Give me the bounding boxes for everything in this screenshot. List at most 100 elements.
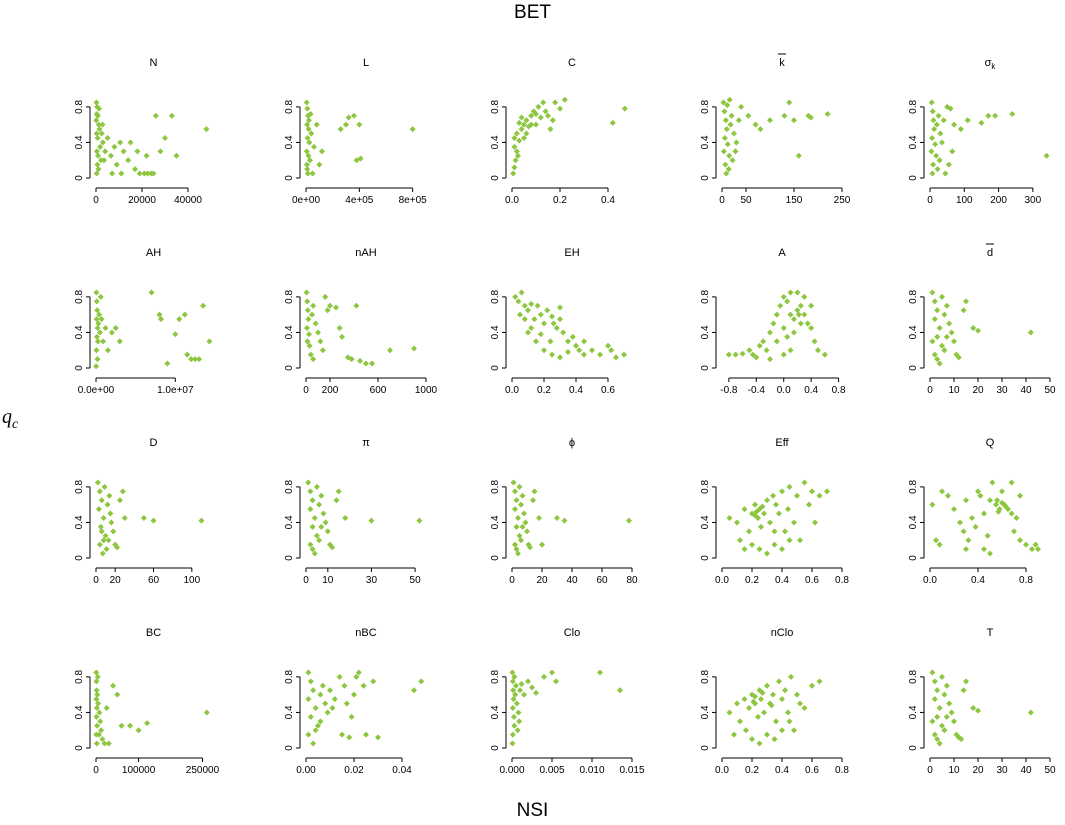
data-point: [134, 148, 141, 155]
data-point: [960, 528, 967, 535]
data-point: [794, 289, 801, 296]
data-point: [518, 681, 525, 687]
data-point: [363, 731, 369, 738]
x-tick-label: 100: [956, 195, 973, 206]
data-point: [941, 347, 948, 354]
data-point: [513, 546, 520, 553]
data-point: [541, 347, 547, 354]
data-point: [304, 298, 311, 305]
data-point: [94, 135, 101, 141]
data-point: [767, 519, 773, 526]
data-point: [752, 121, 759, 128]
data-point: [337, 126, 344, 133]
data-point: [773, 311, 780, 318]
data-point: [761, 510, 767, 517]
data-point: [304, 105, 311, 112]
x-tick-label: 40: [566, 575, 578, 586]
data-point: [306, 342, 313, 349]
data-point: [757, 126, 764, 133]
data-point: [936, 705, 943, 711]
data-point: [797, 700, 803, 707]
data-point: [547, 126, 554, 133]
data-point: [720, 148, 727, 155]
data-point: [304, 170, 311, 177]
data-point: [327, 302, 333, 309]
data-point: [597, 351, 603, 358]
y-tick-label: 0: [284, 745, 295, 751]
data-point: [617, 687, 623, 694]
data-point: [196, 356, 203, 363]
data-point: [106, 492, 113, 499]
y-tick-label: 0: [490, 365, 501, 371]
data-point: [118, 722, 125, 729]
data-point: [626, 517, 632, 524]
y-tick-label: 0.8: [908, 670, 919, 684]
data-point: [311, 515, 318, 521]
data-point: [148, 289, 155, 296]
data-point: [518, 126, 525, 133]
data-point: [807, 114, 814, 121]
data-point: [99, 736, 106, 743]
data-point: [936, 541, 943, 548]
data-point: [759, 503, 766, 510]
x-tick-label: 8e+05: [399, 195, 428, 206]
data-point: [114, 691, 121, 698]
data-point: [94, 307, 101, 314]
data-point: [939, 342, 945, 349]
data-point: [554, 515, 560, 521]
data-point: [773, 718, 779, 725]
data-point: [345, 114, 352, 121]
y-tick-label: 0.8: [284, 290, 295, 304]
y-tick-label: 0.4: [284, 135, 295, 149]
data-point: [746, 347, 753, 354]
y-tick-label: 0.8: [490, 480, 501, 494]
y-tick-label: 0: [74, 175, 85, 181]
data-point: [319, 347, 326, 354]
y-tick-label: 0.8: [490, 100, 501, 114]
data-point: [931, 678, 938, 685]
data-point: [975, 327, 981, 334]
data-point: [537, 331, 544, 338]
data-point: [310, 356, 317, 363]
data-point: [513, 523, 520, 530]
data-point: [797, 537, 803, 544]
data-point: [531, 488, 538, 495]
data-point: [93, 333, 100, 340]
data-point: [934, 307, 941, 314]
x-tick-label: 20000: [128, 195, 156, 206]
data-point: [934, 333, 941, 340]
data-point: [939, 722, 945, 729]
x-tick-label: 0.8: [832, 385, 846, 396]
data-point: [94, 722, 101, 729]
data-point: [339, 731, 345, 738]
data-point: [513, 497, 520, 504]
data-point: [557, 354, 563, 361]
x-tick-label: 100000: [122, 765, 156, 776]
data-point: [521, 691, 527, 698]
data-point: [316, 537, 323, 544]
x-tick-label: 50: [1044, 385, 1056, 396]
data-point: [808, 302, 815, 309]
data-point: [353, 673, 360, 680]
data-point: [934, 356, 941, 363]
data-point: [516, 119, 523, 126]
data-point: [304, 307, 311, 314]
data-point: [752, 501, 758, 508]
data-point: [322, 519, 329, 526]
data-point: [726, 152, 733, 159]
data-point: [99, 121, 106, 128]
x-tick-label: 0: [927, 195, 933, 206]
data-point: [311, 143, 317, 150]
panel-title: k: [779, 57, 785, 69]
data-point: [549, 351, 555, 358]
data-point: [975, 488, 981, 495]
data-point: [721, 108, 728, 115]
data-point: [317, 691, 324, 698]
data-point: [97, 718, 104, 725]
data-point: [317, 338, 324, 345]
data-point: [931, 126, 938, 133]
data-point: [726, 96, 733, 103]
data-point: [930, 161, 937, 168]
data-point: [784, 333, 791, 340]
data-point: [516, 137, 523, 144]
